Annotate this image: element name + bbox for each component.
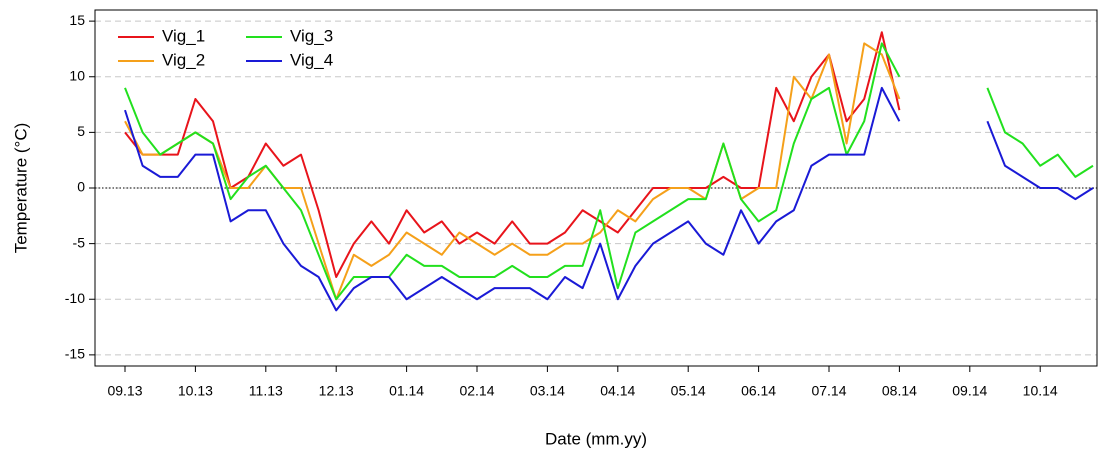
legend-label: Vig_1 bbox=[162, 26, 205, 45]
x-tick-label: 04.14 bbox=[600, 383, 635, 399]
y-tick-label: -10 bbox=[65, 290, 85, 306]
legend-label: Vig_3 bbox=[290, 26, 333, 45]
x-tick-label: 11.13 bbox=[249, 383, 283, 399]
series-line bbox=[124, 42, 1094, 301]
y-tick-label: -5 bbox=[73, 234, 86, 250]
x-tick-label: 08.14 bbox=[882, 383, 917, 399]
y-tick-label: -15 bbox=[65, 346, 85, 362]
x-axis-label: Date (mm.yy) bbox=[545, 429, 647, 448]
x-tick-label: 05.14 bbox=[671, 383, 706, 399]
legend-label: Vig_2 bbox=[162, 50, 205, 69]
series-line bbox=[124, 31, 901, 278]
x-tick-label: 10.14 bbox=[1023, 383, 1058, 399]
y-axis-label: Temperature (°C) bbox=[11, 123, 30, 254]
plot-frame bbox=[94, 9, 1098, 367]
y-tick-label: 5 bbox=[77, 123, 85, 139]
y-tick-label: 0 bbox=[77, 179, 85, 195]
x-tick-label: 01.14 bbox=[389, 383, 424, 399]
x-tick-label: 12.13 bbox=[319, 383, 354, 399]
y-tick-label: 10 bbox=[69, 67, 85, 83]
x-tick-label: 09.14 bbox=[952, 383, 987, 399]
series-line bbox=[124, 42, 901, 301]
x-tick-label: 10.13 bbox=[178, 383, 213, 399]
x-tick-label: 07.14 bbox=[811, 383, 846, 399]
x-tick-label: 06.14 bbox=[741, 383, 776, 399]
y-tick-label: 15 bbox=[69, 12, 85, 28]
series-line bbox=[124, 86, 1094, 312]
x-tick-label: 09.13 bbox=[107, 383, 142, 399]
x-tick-label: 02.14 bbox=[459, 383, 494, 399]
legend-label: Vig_4 bbox=[290, 50, 333, 69]
x-tick-label: 03.14 bbox=[530, 383, 565, 399]
